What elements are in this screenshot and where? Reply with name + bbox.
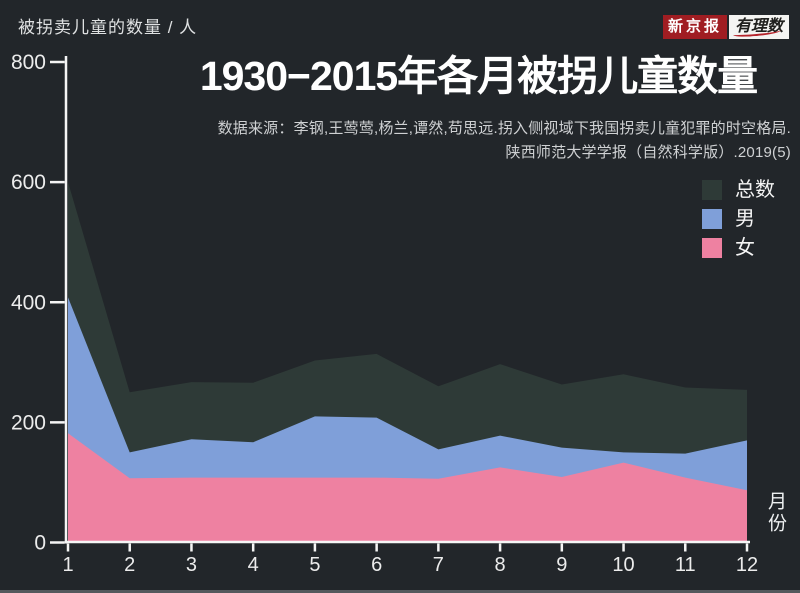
x-tick-label-12: 12 <box>736 554 758 576</box>
logo-xinjingbao: 新京报 <box>662 15 727 39</box>
chart-title: 1930−2015年各月被拐儿童数量 <box>199 53 758 99</box>
y-tick-label-600: 600 <box>11 171 46 194</box>
y-axis-unit-label: 被拐卖儿童的数量 / 人 <box>18 18 198 37</box>
x-axis-label: 月份 <box>765 491 786 535</box>
logo-youlishu: 有理数 <box>728 15 789 39</box>
x-tick-label-3: 3 <box>186 554 197 576</box>
legend-swatch-male <box>702 209 722 229</box>
legend-item-female: 女 <box>702 238 775 258</box>
logo-youlishu-text: 有理数 <box>734 18 783 35</box>
y-tick-label-200: 200 <box>11 411 46 434</box>
legend: 总数 男 女 <box>702 180 775 258</box>
y-tick-label-800: 800 <box>11 51 46 74</box>
legend-item-total: 总数 <box>702 180 775 200</box>
source-line-1: 数据来源：李钢,王莺莺,杨兰,谭然,苟思远.拐入侧视域下我国拐卖儿童犯罪的时空格… <box>217 120 791 137</box>
x-tick-label-1: 1 <box>62 554 73 576</box>
legend-swatch-female <box>702 238 722 258</box>
legend-swatch-total <box>702 180 722 200</box>
area-female <box>68 433 747 543</box>
bottom-divider <box>0 590 800 593</box>
x-tick-label-6: 6 <box>371 554 382 576</box>
x-tick-label-7: 7 <box>433 554 444 576</box>
x-tick-label-11: 11 <box>675 554 696 576</box>
legend-label-total: 总数 <box>735 179 775 201</box>
legend-label-female: 女 <box>735 237 755 259</box>
data-source: 数据来源：李钢,王莺莺,杨兰,谭然,苟思远.拐入侧视域下我国拐卖儿童犯罪的时空格… <box>218 117 791 165</box>
legend-item-male: 男 <box>702 209 775 229</box>
y-tick-label-0: 0 <box>34 532 46 555</box>
x-tick-label-4: 4 <box>248 554 259 576</box>
y-tick-label-400: 400 <box>11 291 46 314</box>
x-tick-label-9: 9 <box>556 554 567 576</box>
publisher-logo: 新京报 有理数 <box>662 15 789 39</box>
x-tick-label-10: 10 <box>612 554 634 576</box>
x-tick-label-8: 8 <box>495 554 506 576</box>
source-line-2: 陕西师范大学学报（自然科学版）.2019(5) <box>505 144 791 161</box>
x-tick-label-5: 5 <box>309 554 320 576</box>
x-tick-label-2: 2 <box>124 554 135 576</box>
legend-label-male: 男 <box>735 208 755 230</box>
